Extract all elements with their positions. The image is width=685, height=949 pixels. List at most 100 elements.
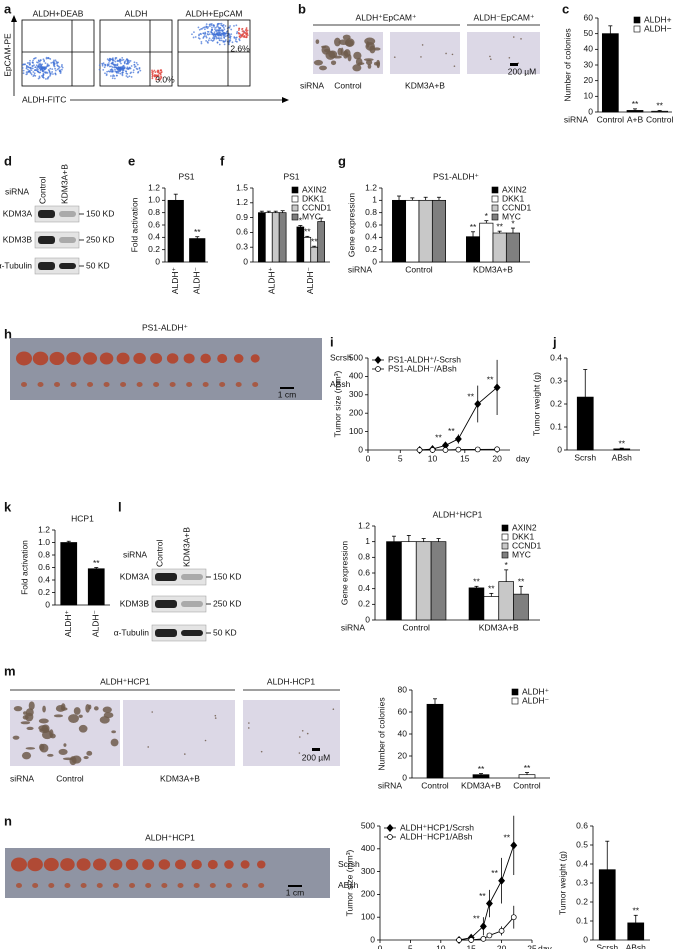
flow-dot: [124, 60, 127, 62]
tumor: [11, 857, 27, 872]
flow-dot: [114, 68, 116, 71]
bar: [303, 236, 312, 263]
flow-dot: [110, 65, 112, 68]
flow-y-label: EpCAM-PE: [2, 33, 12, 77]
significance: *: [511, 218, 515, 228]
y-axis-label: Fold activation: [129, 197, 139, 252]
y-tick-label: 0: [557, 444, 562, 454]
flow-dot-red: [153, 69, 156, 72]
bar: [479, 222, 494, 263]
flow-dot: [128, 61, 131, 64]
flow-dot: [197, 37, 200, 39]
scale-label: 200 µM: [302, 752, 331, 762]
row-label: siRNA: [300, 80, 324, 90]
flow-dot: [43, 67, 46, 70]
y-tick-label: 0.4: [38, 574, 50, 584]
colony: [357, 62, 365, 65]
bar: [483, 596, 500, 621]
flow-dot: [26, 62, 29, 64]
flow-dot: [108, 57, 111, 60]
flow-dot: [198, 28, 201, 31]
legend-label: MYC: [302, 211, 321, 221]
colony: [365, 59, 373, 65]
flow-dot: [36, 67, 38, 70]
flow-dot: [101, 64, 104, 67]
flow-dot: [223, 28, 226, 31]
flow-dot-red: [159, 72, 162, 75]
flow-dot: [42, 76, 45, 78]
colony: [204, 739, 207, 742]
legend-swatch: [491, 186, 499, 194]
flow-dot: [54, 72, 57, 75]
flow-dot: [111, 62, 114, 65]
y-tick-label: 0.9: [236, 212, 248, 222]
tumor: [207, 859, 218, 870]
blot-band: [181, 601, 203, 607]
x-tick-label: A+B: [627, 114, 644, 124]
y-tick-label: 1.2: [38, 524, 50, 534]
flow-dot: [123, 67, 126, 70]
data-point: [455, 446, 462, 453]
flow-dot: [120, 62, 122, 65]
colony: [332, 708, 335, 711]
legend-swatch: [291, 186, 299, 194]
flow-dot: [231, 41, 234, 44]
flow-dot-red: [238, 35, 241, 38]
significance: **: [304, 227, 311, 237]
flow-dot: [216, 33, 219, 36]
flow-dot: [132, 71, 135, 74]
scale-bar: [312, 748, 320, 751]
legend-label: MYC: [502, 211, 521, 221]
tumor: [66, 352, 81, 365]
data-point: [480, 936, 487, 942]
flow-dot: [191, 33, 193, 36]
significance: **: [473, 914, 480, 924]
legend-marker: [375, 366, 381, 372]
flow-dot: [126, 76, 129, 79]
flow-dot: [29, 72, 32, 74]
blot-band: [155, 600, 177, 608]
flow-dot: [24, 63, 27, 66]
flow-dot: [43, 60, 46, 63]
colony: [315, 39, 320, 44]
colony: [12, 735, 20, 740]
x-tick-label: 5: [398, 453, 403, 463]
x-tick-label: 10: [436, 943, 446, 949]
bar: [386, 541, 402, 621]
y-tick-label: 0.8: [38, 549, 50, 559]
colony: [306, 732, 309, 735]
tumor: [103, 382, 110, 387]
tumor: [125, 858, 139, 871]
flow-dot: [98, 64, 101, 67]
colony: [342, 50, 349, 59]
flow-dot: [54, 67, 56, 70]
flow-dot: [104, 63, 106, 66]
flow-dot: [58, 66, 61, 69]
flow-dot-red: [239, 36, 242, 39]
micrograph: [243, 700, 340, 766]
y-tick-label: 0: [370, 934, 375, 944]
flow-dot: [61, 63, 63, 66]
y-tick-label: 500: [349, 352, 363, 362]
flow-dot: [229, 25, 231, 27]
bar: [264, 212, 273, 263]
y-tick-label: 1: [365, 536, 370, 546]
flow-dot: [200, 40, 203, 43]
flow-dot-red: [243, 35, 246, 38]
protein-label: KDM3A: [3, 208, 33, 218]
colony: [330, 60, 337, 66]
flow-dot: [109, 69, 112, 71]
flow-dot: [28, 70, 31, 73]
tumor: [21, 382, 27, 387]
y-tick-label: 0.2: [365, 244, 377, 254]
flow-x-label: ALDH-FITC: [22, 94, 66, 104]
bar: [415, 541, 432, 621]
significance: **: [470, 222, 477, 232]
flow-dot: [35, 64, 38, 67]
y-axis-label: Fold activation: [19, 540, 29, 595]
flow-plot-title: ALDH+DEAB: [33, 8, 84, 18]
tumor: [158, 859, 171, 870]
y-tick-label: 0.2: [148, 244, 160, 254]
flow-dot: [130, 71, 133, 74]
flow-dot: [194, 36, 197, 38]
